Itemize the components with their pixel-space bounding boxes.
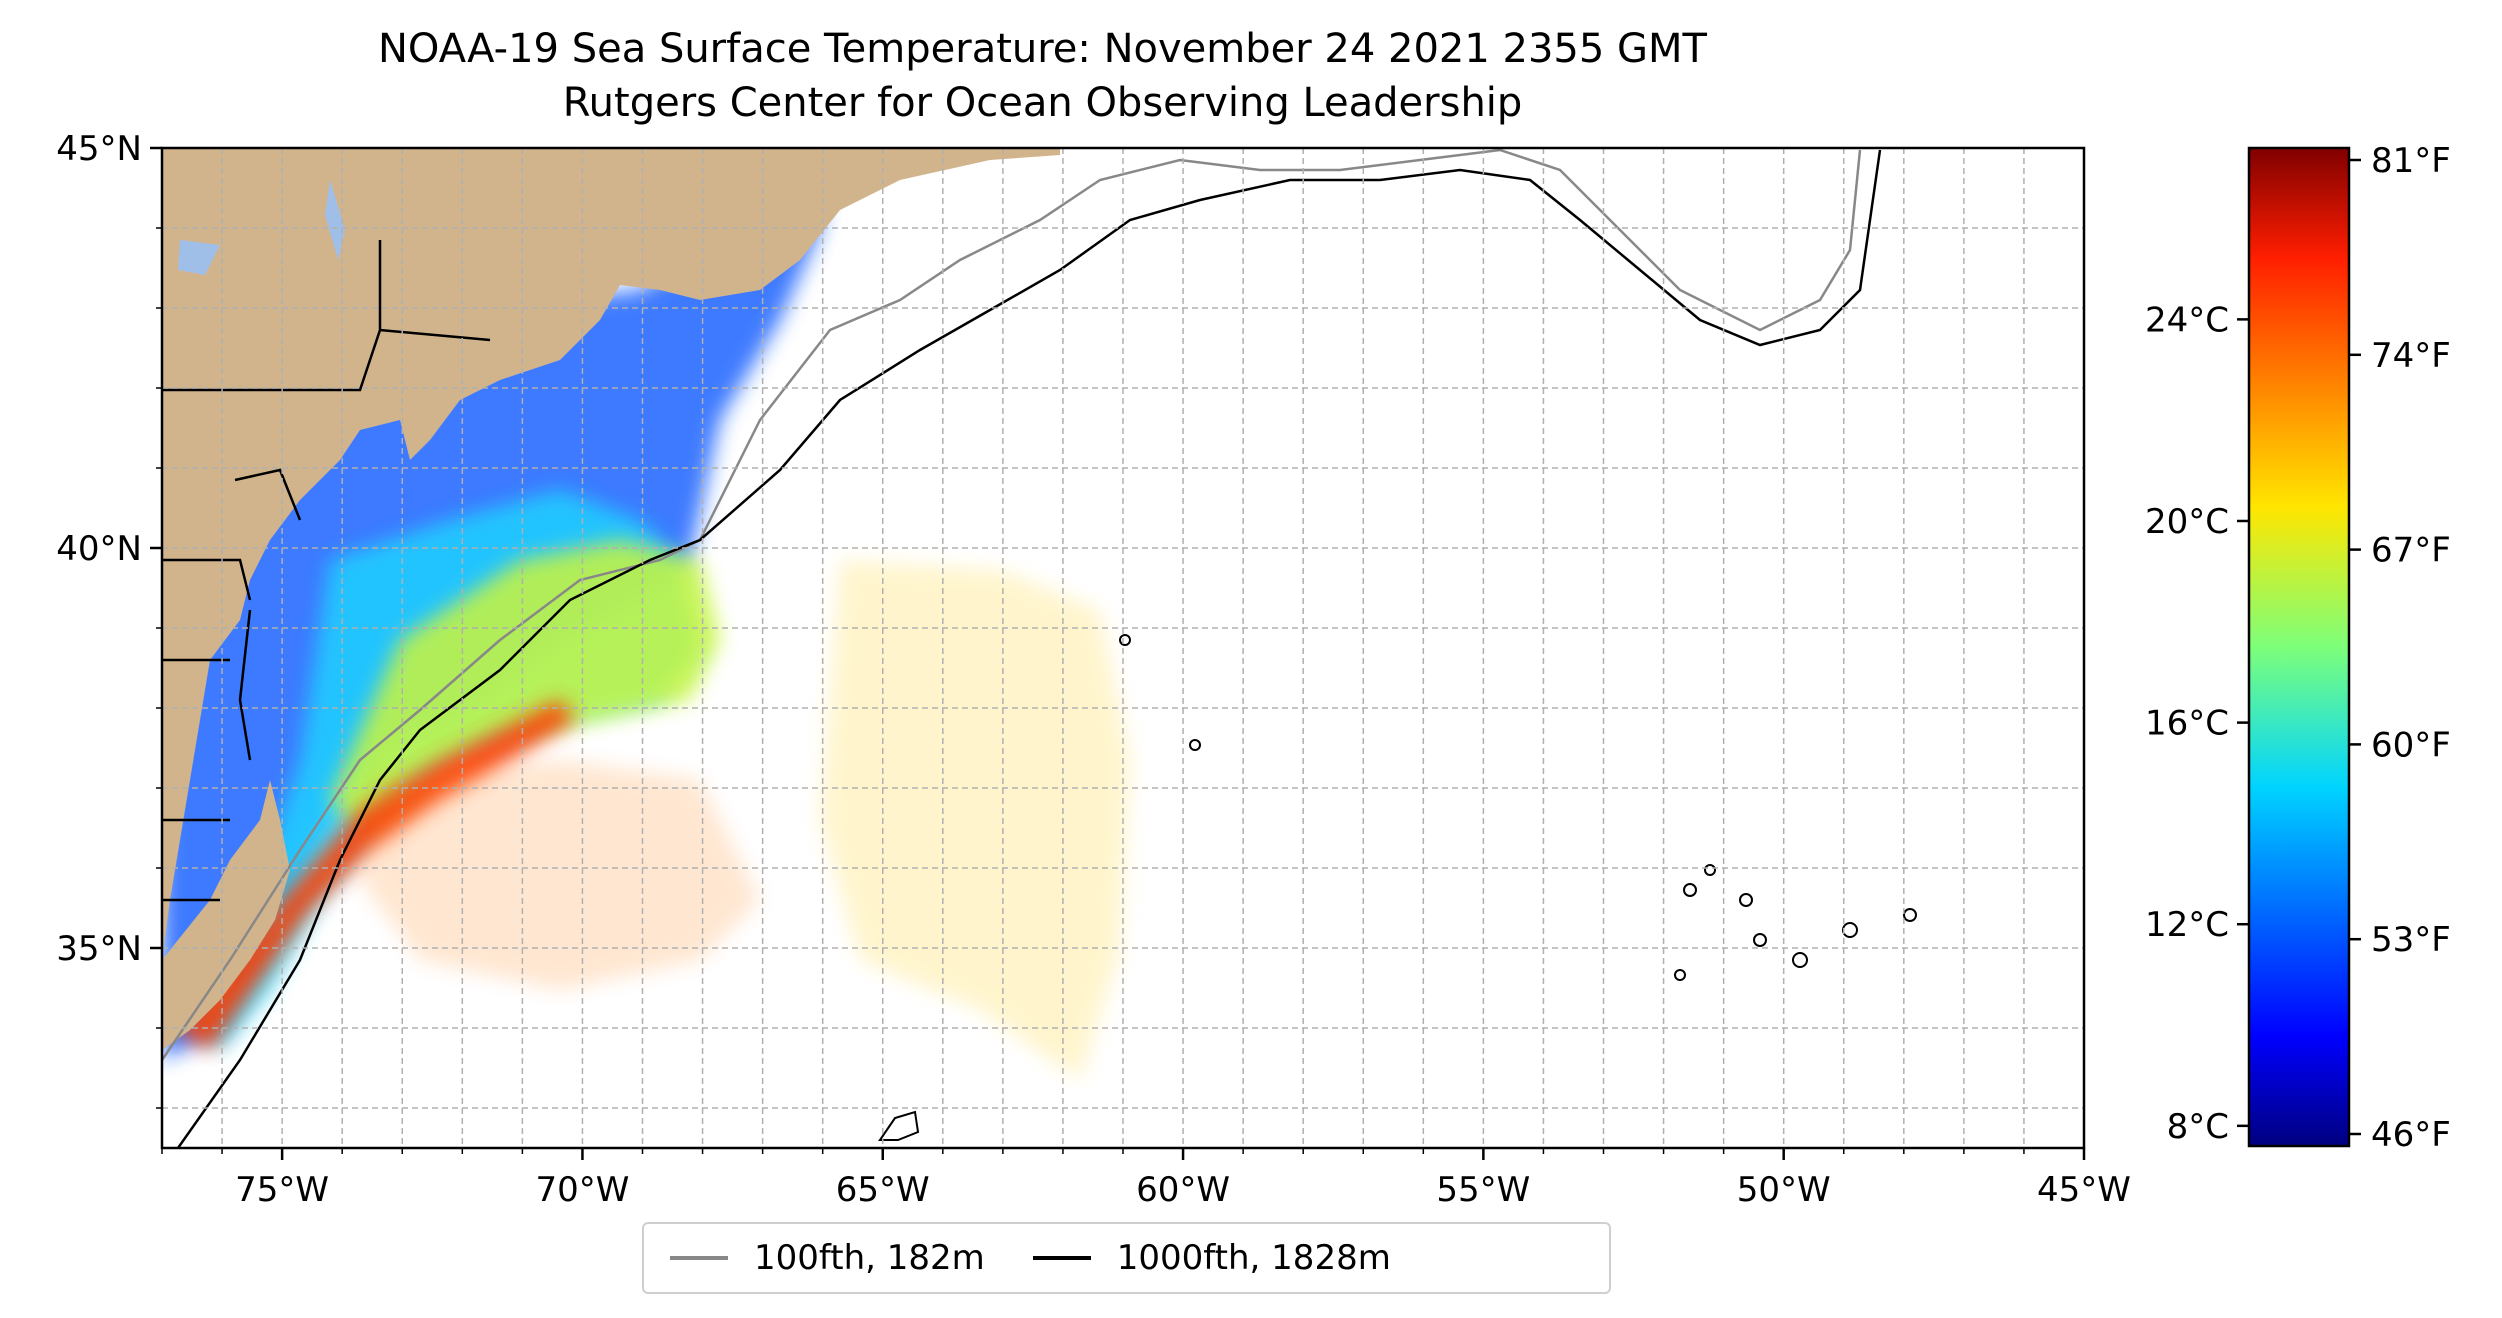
contour-1000fth	[176, 149, 1882, 1148]
colorbar-f-label: 67°F	[2371, 531, 2451, 571]
colorbar-f-label: 74°F	[2371, 336, 2451, 376]
x-tick-label: 45°W	[2037, 1170, 2131, 1210]
land-north	[162, 148, 1060, 960]
sst-green-yellow-band	[330, 540, 720, 830]
colorbar-c-label: 20°C	[2145, 502, 2229, 542]
lakes	[178, 180, 345, 275]
contour-legend: 100fth, 182m 1000fth, 1828m	[642, 1222, 1611, 1294]
colorbar-c-label: 12°C	[2145, 905, 2229, 945]
x-tick-label: 70°W	[535, 1170, 629, 1210]
x-tick-label: 60°W	[1136, 1170, 1230, 1210]
colorbar-f-label: 53°F	[2371, 920, 2451, 960]
gridlines	[162, 148, 2084, 1148]
legend-item-1000fth: 1000fth, 1828m	[1032, 1238, 1391, 1278]
colorbar-c-label: 24°C	[2145, 300, 2229, 340]
y-tick-label: 40°N	[56, 529, 142, 569]
title-line-1: NOAA-19 Sea Surface Temperature: Novembe…	[378, 26, 1707, 72]
y-tick-label: 45°N	[56, 129, 142, 169]
y-tick-label: 35°N	[56, 929, 142, 969]
legend-item-100fth: 100fth, 182m	[670, 1238, 985, 1278]
map-panel	[162, 148, 2084, 1148]
colorbar-fahrenheit-ticks: 81°F 74°F 67°F 60°F 53°F 46°F	[2349, 141, 2451, 1155]
title-line-2: Rutgers Center for Ocean Observing Leade…	[562, 80, 1523, 126]
map-title: NOAA-19 Sea Surface Temperature: Novembe…	[0, 22, 2085, 130]
colorbar-c-label: 16°C	[2145, 704, 2229, 744]
x-tick-label: 50°W	[1737, 1170, 1831, 1210]
contour-100fth	[162, 148, 1862, 1061]
colorbar	[2247, 146, 2351, 1148]
sst-gulf-stream-warm	[175, 700, 575, 1050]
x-tick-label: 55°W	[1436, 1170, 1530, 1210]
legend-line-gray	[670, 1256, 728, 1260]
colorbar-f-label: 46°F	[2371, 1115, 2451, 1155]
colorbar-c-label: 8°C	[2167, 1107, 2229, 1147]
sst-scatter-east	[820, 560, 1130, 1080]
seamount-outlines	[878, 634, 1917, 1141]
legend-label-1000fth: 1000fth, 1828m	[1116, 1238, 1391, 1278]
colorbar-celsius-ticks: 24°C 20°C 16°C 12°C 8°C	[2145, 300, 2249, 1147]
legend-line-black	[1032, 1256, 1091, 1260]
colorbar-f-label: 60°F	[2371, 725, 2451, 765]
x-tick-label: 65°W	[836, 1170, 930, 1210]
legend-label-100fth: 100fth, 182m	[754, 1238, 985, 1278]
y-axis-ticks: 45°N 40°N 35°N	[56, 129, 162, 1109]
land-coastal-plain	[162, 780, 290, 1050]
x-tick-label: 75°W	[235, 1170, 329, 1210]
colorbar-f-label: 81°F	[2371, 141, 2451, 181]
land-mass	[162, 148, 1060, 1050]
state-borders	[162, 240, 491, 902]
sst-scatter-south	[360, 760, 760, 990]
x-axis-ticks: 75°W 70°W 65°W 60°W 55°W 50°W 45°W	[161, 1148, 2131, 1210]
